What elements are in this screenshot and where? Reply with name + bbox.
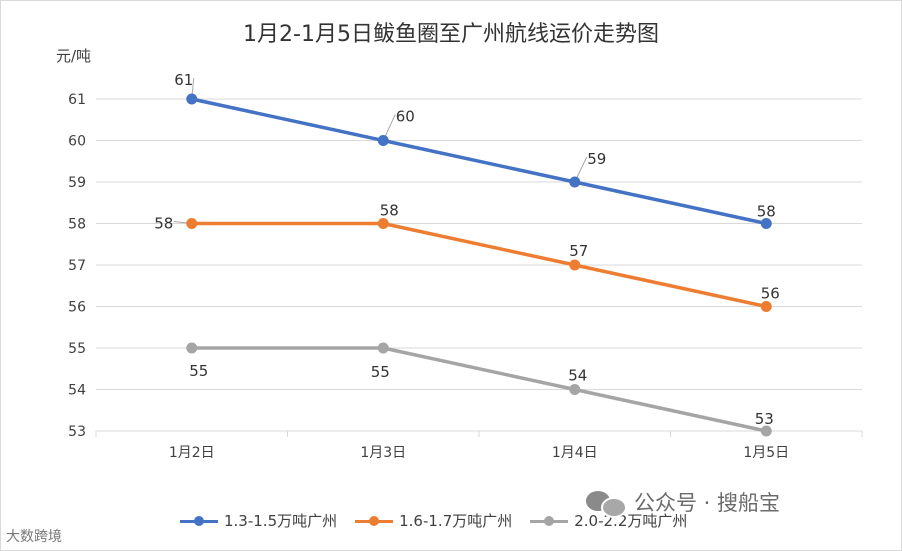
data-point[interactable] — [377, 135, 389, 146]
data-point[interactable] — [569, 384, 581, 395]
legend-dot-series-1 — [194, 515, 204, 526]
y-tick-label: 58 — [68, 217, 86, 233]
y-tick-label: 61 — [68, 92, 86, 108]
series-line-1 — [190, 97, 768, 226]
legend-label-series-2: 1.6-1.7万吨广州 — [399, 512, 513, 530]
y-axis-unit: 元/吨 — [56, 47, 92, 65]
chart-title: 1月2-1月5日鲅鱼圈至广州航线运价走势图 — [243, 22, 659, 47]
data-point[interactable] — [760, 425, 772, 437]
data-point[interactable] — [186, 218, 198, 229]
y-tick-label: 54 — [68, 383, 86, 399]
data-label: 55 — [189, 362, 208, 380]
legend-item-series-3[interactable]: 2.0-2.2万吨广州 — [530, 510, 687, 531]
data-point[interactable] — [569, 176, 581, 188]
y-tick-label: 59 — [68, 175, 86, 191]
data-label: 59 — [587, 150, 606, 168]
legend-dot-series-3 — [544, 515, 555, 526]
legend: 1.3-1.5万吨广州 1.6-1.7万吨广州 2.0-2.2万吨广州 — [180, 510, 687, 531]
y-tick-label: 56 — [68, 300, 86, 316]
series-line-3 — [190, 346, 768, 433]
series-line-2 — [190, 221, 768, 309]
y-tick-label: 60 — [68, 134, 86, 150]
x-tick-label: 1月4日 — [552, 445, 598, 461]
y-axis-ticks: 53 54 55 56 57 58 59 60 61 — [68, 92, 86, 440]
y-tick-label: 55 — [68, 341, 86, 357]
data-point[interactable] — [760, 301, 772, 312]
data-label: 56 — [761, 285, 780, 303]
legend-label-series-3: 2.0-2.2万吨广州 — [574, 512, 688, 530]
x-tick-label: 1月5日 — [743, 445, 789, 461]
x-tick-label: 1月3日 — [360, 445, 406, 461]
data-label: 53 — [755, 410, 774, 428]
legend-label-series-1: 1.3-1.5万吨广州 — [224, 512, 338, 530]
data-label: 61 — [174, 71, 193, 89]
data-label: 58 — [757, 203, 776, 221]
y-tick-label: 57 — [68, 258, 86, 274]
watermark: 公众号 · 搜船宝 — [586, 487, 781, 518]
data-label: 57 — [569, 242, 588, 260]
data-point[interactable] — [760, 218, 772, 229]
data-point[interactable] — [186, 93, 198, 105]
data-point[interactable] — [186, 342, 198, 354]
data-point[interactable] — [377, 342, 389, 354]
data-labels: 61 60 59 58 58 58 57 56 55 55 54 53 — [154, 71, 780, 428]
corner-mark: 大数跨境 — [6, 529, 62, 545]
wechat-icon — [586, 488, 627, 518]
data-label: 54 — [568, 367, 587, 385]
gridlines — [96, 98, 862, 432]
legend-item-series-2[interactable]: 1.6-1.7万吨广州 — [355, 510, 512, 531]
data-label: 60 — [396, 108, 415, 126]
legend-marker-series-2 — [355, 515, 394, 527]
series-group — [186, 93, 772, 437]
legend-dot-series-2 — [369, 515, 380, 526]
wechat-bubble-front — [601, 497, 627, 518]
legend-marker-series-3 — [530, 515, 569, 527]
legend-marker-series-1 — [180, 515, 218, 527]
data-label: 58 — [380, 202, 399, 220]
legend-item-series-1[interactable]: 1.3-1.5万吨广州 — [180, 510, 337, 531]
x-axis-ticks: 1月2日 1月3日 1月4日 1月5日 — [95, 431, 863, 461]
data-label: 58 — [154, 215, 173, 233]
x-tick-label: 1月2日 — [169, 445, 215, 461]
watermark-text: 公众号 · 搜船宝 — [634, 491, 781, 515]
data-point[interactable] — [377, 218, 389, 229]
data-label: 55 — [371, 363, 390, 381]
y-tick-label: 53 — [68, 424, 86, 440]
data-point[interactable] — [569, 259, 581, 271]
